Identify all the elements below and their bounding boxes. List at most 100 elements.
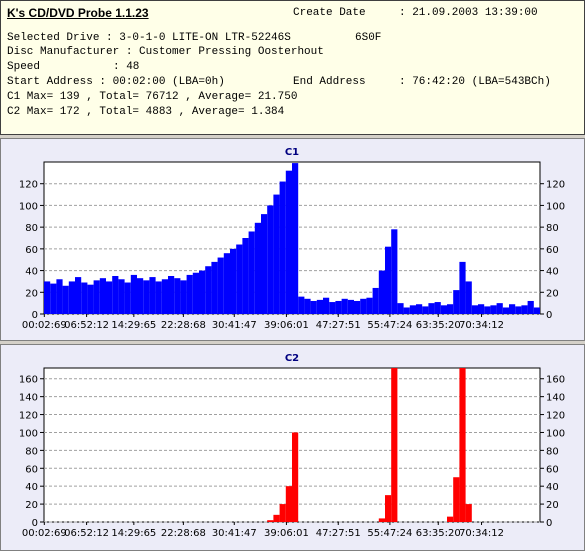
bar [137,278,144,314]
y-tick-label: 60 [546,245,559,256]
bar [211,261,218,314]
bar [223,253,230,314]
bar [341,298,348,314]
x-tick-label: 00:02:69 [22,528,67,539]
y-tick-label: 120 [19,411,38,422]
y-tick-label: 0 [32,518,38,529]
y-tick-label: 100 [19,428,38,439]
bar [99,278,106,314]
bar [490,305,497,314]
bar [354,300,361,314]
y-tick-label: 20 [546,288,559,299]
info-value: : 48 [113,61,140,73]
x-tick-label: 47:27:51 [316,320,361,331]
info-line: Start Address : 00:02:00 (LBA=0h) [7,76,225,88]
y-tick-label: 100 [19,201,38,212]
bar [484,306,491,314]
c1-chart: C1 0 0 20 20 40 40 60 60 80 80 100 100 120 120 00:02:69… [0,138,585,341]
y-tick-label: 120 [546,180,565,191]
x-tick-label: 70:34:12 [459,320,504,331]
bar [397,303,404,314]
bar [112,276,119,314]
info-line: C1 Max= 139 , Total= 76712 , Average= 21… [7,91,298,103]
bar [261,214,268,314]
bar [453,477,460,522]
bar [285,486,292,522]
y-tick-label: 100 [546,201,565,212]
app-title: K's CD/DVD Probe 1.1.23 [7,6,149,20]
x-tick-label: 47:27:51 [316,528,361,539]
y-tick-label: 20 [25,500,38,511]
bar [118,279,125,314]
y-tick-label: 160 [19,375,38,386]
bar [273,514,280,522]
bar [106,281,113,314]
x-tick-label: 22:28:68 [161,528,206,539]
x-tick-label: 70:34:12 [459,528,504,539]
x-tick-label: 55:47:24 [367,320,412,331]
x-tick-label: 30:41:47 [212,528,257,539]
bar [292,163,299,314]
bar [254,222,261,314]
bar [447,516,454,522]
bar [236,244,243,314]
y-tick-label: 80 [546,223,559,234]
info-label: End Address [293,76,366,88]
bar [267,520,274,522]
y-tick-label: 40 [25,267,38,278]
bar [56,279,63,314]
bar [62,285,69,314]
info-line: Disc Manufacturer : Customer Pressing Oo… [7,46,324,58]
bar [81,282,88,314]
bar [434,302,441,314]
y-tick-label: 140 [19,393,38,404]
bar [502,307,509,314]
bar [478,304,485,314]
bar [75,277,82,314]
bar [44,281,51,314]
bar [496,303,503,314]
bar [335,300,342,314]
y-tick-label: 120 [19,180,38,191]
bar [279,504,286,522]
bar [391,229,398,314]
y-tick-label: 60 [25,245,38,256]
chart-title: C1 [285,147,299,158]
bar [161,279,168,314]
bar [416,304,423,314]
y-tick-label: 80 [546,446,559,457]
bar [366,297,373,314]
bar [409,305,416,314]
bar [230,248,237,314]
x-tick-label: 06:52:12 [64,320,109,331]
bar [93,280,100,314]
bar [403,307,410,314]
bar [316,299,323,314]
y-tick-label: 0 [546,518,552,529]
y-tick-label: 40 [546,267,559,278]
info-value: : 76:42:20 (LBA=543BCh) [399,76,551,88]
bar [267,205,274,314]
bar [347,299,354,314]
x-tick-label: 39:06:01 [264,320,309,331]
bar [310,300,317,314]
x-tick-label: 63:35:20 [416,528,461,539]
x-tick-label: 14:29:65 [111,320,156,331]
x-tick-label: 63:35:20 [416,320,461,331]
y-tick-label: 60 [25,464,38,475]
bar [298,296,305,314]
bar [459,368,466,522]
x-tick-label: 39:06:01 [264,528,309,539]
bar [422,306,429,314]
bar [130,274,137,314]
y-tick-label: 0 [546,310,552,321]
y-tick-label: 20 [25,288,38,299]
bar [385,246,392,314]
bar [428,303,435,314]
bar [205,266,212,314]
bar [521,305,528,314]
info-line: C2 Max= 172 , Total= 4883 , Average= 1.3… [7,106,285,118]
bar [459,261,466,314]
x-tick-label: 30:41:47 [212,320,257,331]
